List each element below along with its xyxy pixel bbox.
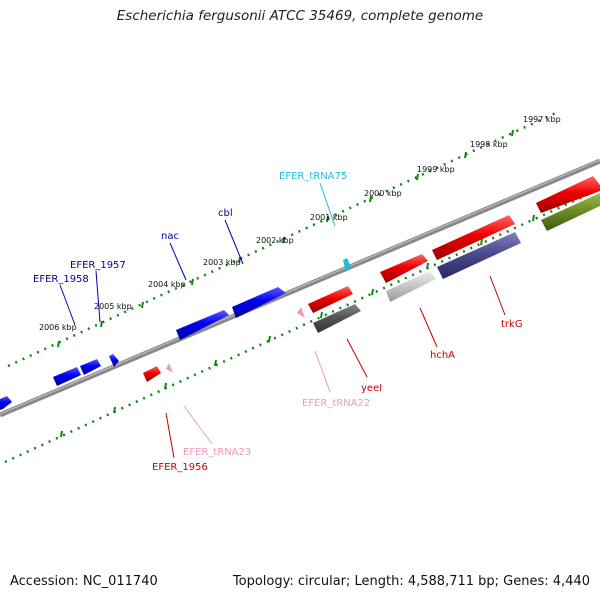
kbp-label: 1999 kbp — [417, 165, 455, 174]
label-yeei: yeeI — [361, 383, 382, 394]
label-efer-trna23: EFER_tRNA23 — [183, 447, 251, 458]
inner-ruler — [4, 187, 600, 464]
genome-backbone — [0, 158, 600, 418]
label-efer-1957: EFER_1957 — [70, 260, 126, 271]
trna-efer-22[interactable] — [297, 307, 305, 318]
accession-text: Accession: NC_011740 — [10, 574, 158, 589]
gene-efer-1957[interactable] — [53, 367, 81, 386]
label-trkg: trkG — [501, 319, 523, 330]
label-hcha: hchA — [430, 350, 455, 361]
trna-efer-23[interactable] — [166, 363, 173, 373]
gene-nac[interactable] — [176, 310, 229, 340]
kbp-label: 2004 kbp — [148, 280, 186, 289]
kbp-label: 2006 kbp — [39, 323, 77, 332]
gene-red-a[interactable] — [308, 286, 353, 313]
label-efer-1958: EFER_1958 — [33, 274, 89, 285]
gene-small-forward[interactable] — [109, 354, 119, 367]
kbp-label: 2003 kbp — [203, 258, 241, 267]
label-nac: nac — [161, 231, 179, 242]
trna-efer-75[interactable] — [343, 258, 351, 272]
gene-red-b[interactable] — [380, 254, 428, 283]
label-cbl: cbl — [218, 208, 233, 219]
gene-hcha[interactable] — [386, 271, 436, 302]
topology-text: Topology: circular; Length: 4,588,711 bp… — [232, 574, 590, 589]
label-efer-trna75: EFER_tRNA75 — [279, 171, 347, 182]
ruler-ticks — [57, 129, 535, 438]
kbp-label: 1998 kbp — [470, 140, 508, 149]
gene-trkg[interactable] — [437, 232, 521, 279]
kbp-label: 2002 kbp — [256, 236, 294, 245]
leader-lines — [59, 182, 506, 459]
gene-efer-1956[interactable] — [143, 366, 161, 382]
genome-title: Escherichia fergusonii ATCC 35469, compl… — [116, 8, 484, 24]
kbp-label: 2005 kbp — [94, 302, 132, 311]
gene-yeei[interactable] — [313, 304, 361, 333]
gene-cbl[interactable] — [232, 287, 286, 318]
kbp-label: 2001 kbp — [310, 213, 348, 222]
gene-efer-1958[interactable] — [0, 396, 12, 410]
label-efer-trna22: EFER_tRNA22 — [302, 398, 370, 409]
gene-red-d[interactable] — [536, 176, 600, 213]
label-efer-1956: EFER_1956 — [152, 462, 208, 473]
gene-efer-1957b[interactable] — [80, 359, 101, 375]
kbp-label: 2000 kbp — [364, 189, 402, 198]
gene-olive[interactable] — [541, 193, 600, 231]
kbp-label: 1997 kbp — [523, 115, 561, 124]
gene-red-c[interactable] — [432, 215, 515, 260]
